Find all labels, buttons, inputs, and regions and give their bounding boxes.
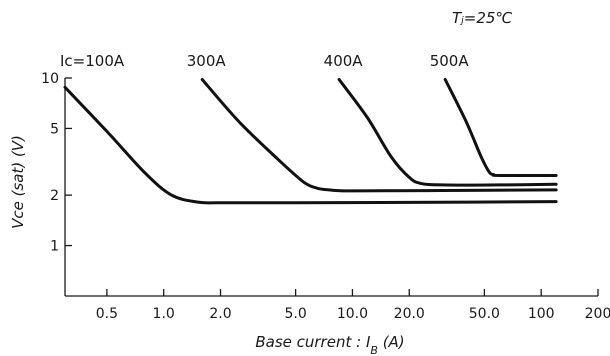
temperature-annotation: Tⱼ=25℃ — [452, 9, 512, 27]
series-line — [200, 78, 558, 193]
x-axis-title: Base current : IB (A) — [255, 333, 404, 356]
series-line — [337, 78, 558, 187]
x-tick-label: 100 — [528, 306, 555, 322]
y-tick-label: 2 — [50, 188, 59, 204]
x-tick-label: 0.5 — [96, 306, 118, 322]
x-tick-label: 20.0 — [394, 306, 425, 322]
series-label: 400A — [324, 52, 364, 70]
x-tick-label: 5.0 — [284, 306, 306, 322]
series-label: 300A — [187, 52, 227, 70]
x-tick-label: 1.0 — [153, 306, 175, 322]
x-tick-label: 50.0 — [469, 306, 500, 322]
y-ticks: 1 2 5 10 — [41, 71, 72, 255]
x-axis-title-unit: (A) — [378, 333, 405, 351]
x-axis-title-var: I — [366, 333, 371, 351]
y-tick-label: 5 — [50, 121, 59, 137]
x-tick-label: 10.0 — [337, 306, 368, 322]
x-tick-label: 200 — [585, 306, 610, 322]
y-tick-label: 10 — [41, 71, 59, 87]
x-tick-label: 2.0 — [209, 306, 231, 322]
x-axis-title-main: Base current : — [255, 333, 366, 351]
plot-area: 1 2 5 10 0.5 1.0 2.0 5.0 10.0 20.0 50.0 100 200 — [41, 71, 610, 322]
series-label: 500A — [430, 52, 470, 70]
x-axis-title-sub: B — [370, 344, 378, 356]
series-label: Iᴄ=100A — [60, 52, 125, 70]
y-axis-title: Vce (sat) (V) — [9, 135, 27, 229]
series-labels: Iᴄ=100A 300A 400A 500A — [60, 52, 469, 70]
x-ticks: 0.5 1.0 2.0 5.0 10.0 20.0 50.0 100 200 — [96, 289, 610, 322]
series-line — [443, 78, 558, 178]
series-lines — [63, 78, 558, 205]
series-line — [63, 85, 558, 205]
y-tick-label: 1 — [50, 239, 59, 255]
